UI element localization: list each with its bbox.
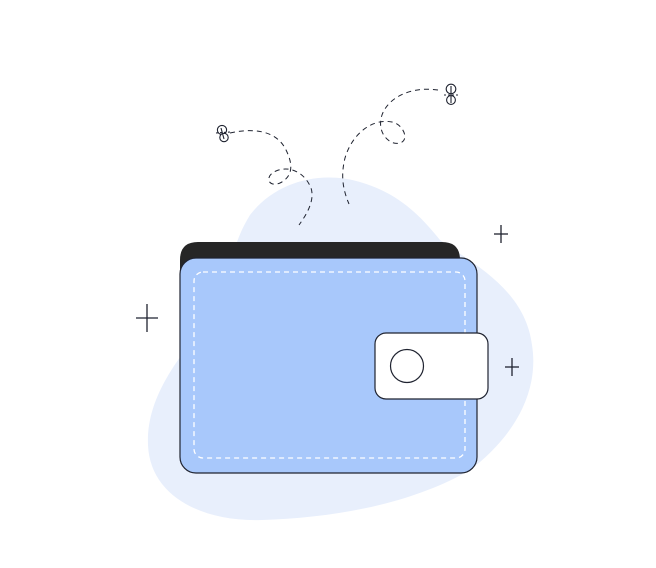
- wallet-clasp-button: [389, 348, 425, 384]
- moth-flight-paths: [229, 88, 439, 226]
- moth-icon: [444, 83, 460, 105]
- sparkle-icon: [136, 304, 158, 332]
- moth-flight-path-left: [229, 130, 313, 226]
- wallet-icon: [179, 242, 489, 474]
- moth-flight-path-right: [342, 88, 439, 205]
- moth-icon: [215, 124, 231, 143]
- sparkle-icon: [494, 225, 508, 243]
- sparkle-icon: [505, 358, 519, 376]
